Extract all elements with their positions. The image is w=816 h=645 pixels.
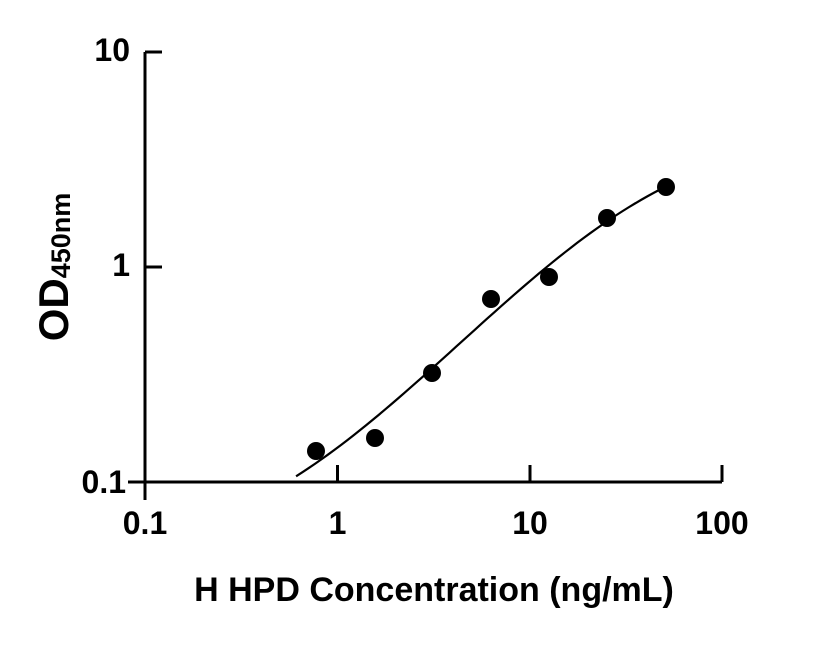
svg-text:1: 1 [112,247,130,283]
svg-text:OD450nm: OD450nm [30,193,77,342]
svg-text:10: 10 [512,505,548,541]
svg-text:100: 100 [695,505,748,541]
svg-text:1: 1 [329,505,347,541]
svg-text:0.1: 0.1 [123,505,167,541]
svg-text:10: 10 [94,32,130,68]
svg-text:H HPD Concentration (ng/mL): H HPD Concentration (ng/mL) [194,571,674,609]
svg-text:0.1: 0.1 [82,464,126,500]
